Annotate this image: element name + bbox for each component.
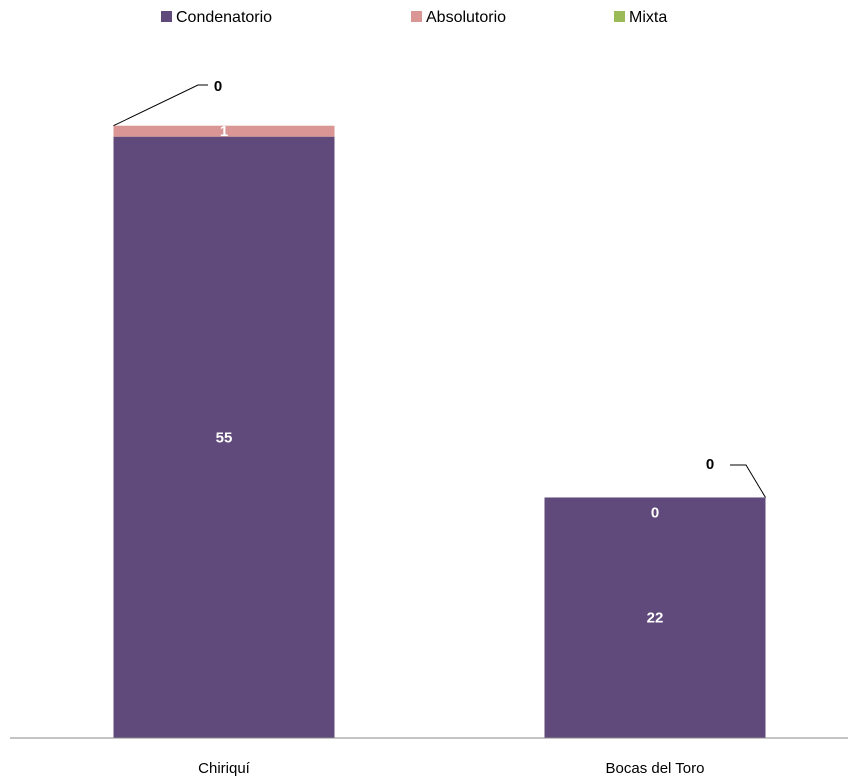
leader-line-mixta-chiriqui bbox=[113, 84, 208, 127]
bars bbox=[113, 125, 766, 738]
data-labels: 55 1 0 22 0 0 bbox=[113, 78, 766, 627]
legend-item-absolutorio: Absolutorio bbox=[411, 9, 506, 26]
bar-condenatorio-bocas-del-toro bbox=[544, 497, 766, 738]
x-axis-labels: Chiriquí Bocas del Toro bbox=[198, 760, 704, 777]
legend-label-condenatorio: Condenatorio bbox=[176, 9, 272, 26]
legend-item-condenatorio: Condenatorio bbox=[161, 9, 272, 26]
legend-swatch-absolutorio bbox=[411, 11, 422, 22]
data-label-condenatorio-chiriqui: 55 bbox=[216, 429, 233, 446]
legend-item-mixta: Mixta bbox=[614, 9, 667, 26]
data-label-absolutorio-bocas-del-toro: 0 bbox=[651, 504, 659, 521]
bar-condenatorio-chiriqui bbox=[113, 136, 335, 738]
legend-label-absolutorio: Absolutorio bbox=[426, 9, 506, 26]
data-label-mixta-bocas-del-toro: 0 bbox=[706, 456, 714, 473]
x-tick-label-bocas-del-toro: Bocas del Toro bbox=[606, 760, 705, 777]
data-label-absolutorio-chiriqui: 1 bbox=[220, 123, 228, 140]
x-tick-label-chiriqui: Chiriquí bbox=[198, 760, 251, 777]
legend-swatch-mixta bbox=[614, 11, 625, 22]
data-label-mixta-chiriqui: 0 bbox=[214, 78, 222, 95]
legend-label-mixta: Mixta bbox=[629, 9, 667, 26]
data-label-condenatorio-bocas-del-toro: 22 bbox=[647, 610, 664, 627]
legend: Condenatorio Absolutorio Mixta bbox=[161, 9, 667, 26]
leader-line-mixta-bocas-del-toro bbox=[730, 464, 766, 498]
bar-absolutorio-chiriqui bbox=[113, 125, 335, 137]
legend-swatch-condenatorio bbox=[161, 11, 172, 22]
